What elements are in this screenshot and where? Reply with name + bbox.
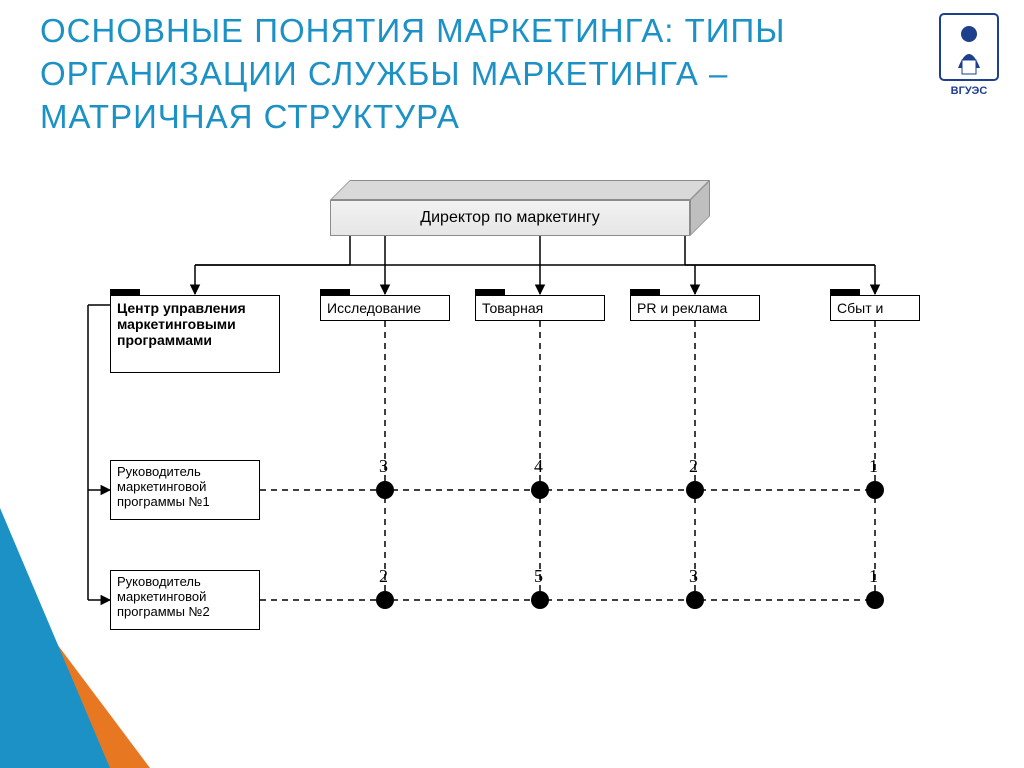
matrix-value-r0-c3: 1: [869, 456, 878, 477]
svg-text:ВГУЭС: ВГУЭС: [951, 85, 988, 97]
top-box-pr: PR и реклама: [630, 295, 760, 321]
left-box-prog2: Руководитель маркетинговой программы №2: [110, 570, 260, 630]
top-box-center: Центр управления маркетинговыми программ…: [110, 295, 280, 373]
left-box-prog1: Руководитель маркетинговой программы №1: [110, 460, 260, 520]
top-box-research: Исследование: [320, 295, 450, 321]
director-label: Директор по маркетингу: [330, 200, 690, 236]
matrix-value-r0-c0: 3: [379, 456, 388, 477]
top-box-product: Товарная: [475, 295, 605, 321]
matrix-value-r0-c2: 2: [689, 456, 698, 477]
top-box-sales: Сбыт и: [830, 295, 920, 321]
matrix-value-r1-c1: 5: [534, 566, 543, 587]
matrix-value-r0-c1: 4: [534, 456, 543, 477]
deco-corner: [0, 508, 220, 768]
matrix-value-r1-c0: 2: [379, 566, 388, 587]
logo: ВГУЭС: [934, 10, 1004, 100]
director-box: Директор по маркетингу: [330, 180, 710, 236]
matrix-value-r1-c2: 3: [689, 566, 698, 587]
page-title: ОСНОВНЫЕ ПОНЯТИЯ МАРКЕТИНГА: ТИПЫ ОРГАНИ…: [40, 10, 800, 139]
matrix-value-r1-c3: 1: [869, 566, 878, 587]
